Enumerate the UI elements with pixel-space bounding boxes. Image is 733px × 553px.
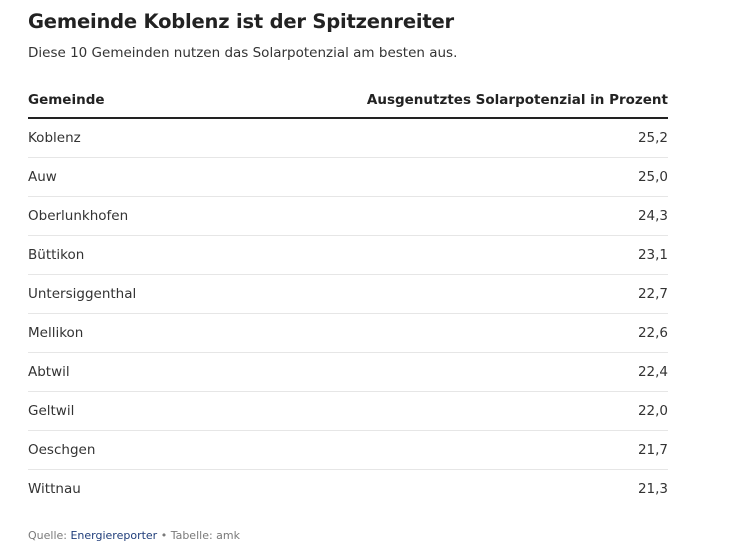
cell-gemeinde: Abtwil (28, 352, 198, 392)
table-row: Abtwil 22,4 (28, 352, 668, 392)
table-row: Koblenz 25,2 (28, 118, 668, 158)
cell-value: 25,0 (197, 157, 668, 197)
cell-value: 22,4 (197, 352, 668, 392)
cell-gemeinde: Wittnau (28, 481, 81, 497)
cell-value: 21,7 (197, 430, 668, 470)
chart-title: Gemeinde Koblenz ist der Spitzenreiter (28, 10, 454, 33)
cell-value: 22,6 (197, 313, 668, 353)
cell-value: 22,7 (197, 274, 668, 314)
cell-gemeinde: Koblenz (28, 118, 198, 158)
table-row: Mellikon 22,6 (28, 313, 668, 353)
cell-gemeinde: Mellikon (28, 313, 198, 353)
cell-gemeinde: Geltwil (28, 391, 198, 431)
table-row: Oeschgen 21,7 (28, 430, 668, 470)
cell-gemeinde: Auw (28, 157, 198, 197)
data-table: Gemeinde Ausgenutztes Solarpotenzial in … (28, 83, 668, 508)
source-separator: • (157, 529, 171, 542)
cell-gemeinde: Oberlunkhofen (28, 196, 198, 236)
source-prefix: Quelle: (28, 529, 71, 542)
source-line: Quelle: Energiereporter • Tabelle: amk (28, 529, 240, 542)
cell-value: 25,2 (197, 118, 668, 158)
table-header-row: Gemeinde Ausgenutztes Solarpotenzial in … (28, 83, 668, 119)
table-body: Koblenz 25,2 Auw 25,0 Oberlunkhofen 24,3 Bütti… (28, 118, 668, 508)
cell-value: 24,3 (197, 196, 668, 236)
table-row: Untersiggenthal 22,7 (28, 274, 668, 314)
table-row: Oberlunkhofen 24,3 (28, 196, 668, 236)
cell-gemeinde: Untersiggenthal (28, 274, 198, 314)
table-row: Büttikon 23,1 (28, 235, 668, 275)
cell-gemeinde: Oeschgen (28, 430, 198, 470)
table-row: Geltwil 22,0 (28, 391, 668, 431)
cell-value: 23,1 (197, 235, 668, 275)
table-credit: Tabelle: amk (170, 529, 240, 542)
cell-value: 21,3 (637, 481, 668, 497)
column-header-gemeinde[interactable]: Gemeinde (28, 83, 198, 119)
cell-value: 22,0 (197, 391, 668, 431)
cell-gemeinde: Büttikon (28, 235, 198, 275)
source-link[interactable]: Energiereporter (70, 529, 158, 542)
column-header-solarpotenzial[interactable]: Ausgenutztes Solarpotenzial in Prozent (197, 83, 668, 119)
chart-subtitle: Diese 10 Gemeinden nutzen das Solarpoten… (28, 45, 458, 61)
table-row: Auw 25,0 (28, 157, 668, 197)
table-row: Wittnau 21,3 (28, 470, 668, 509)
